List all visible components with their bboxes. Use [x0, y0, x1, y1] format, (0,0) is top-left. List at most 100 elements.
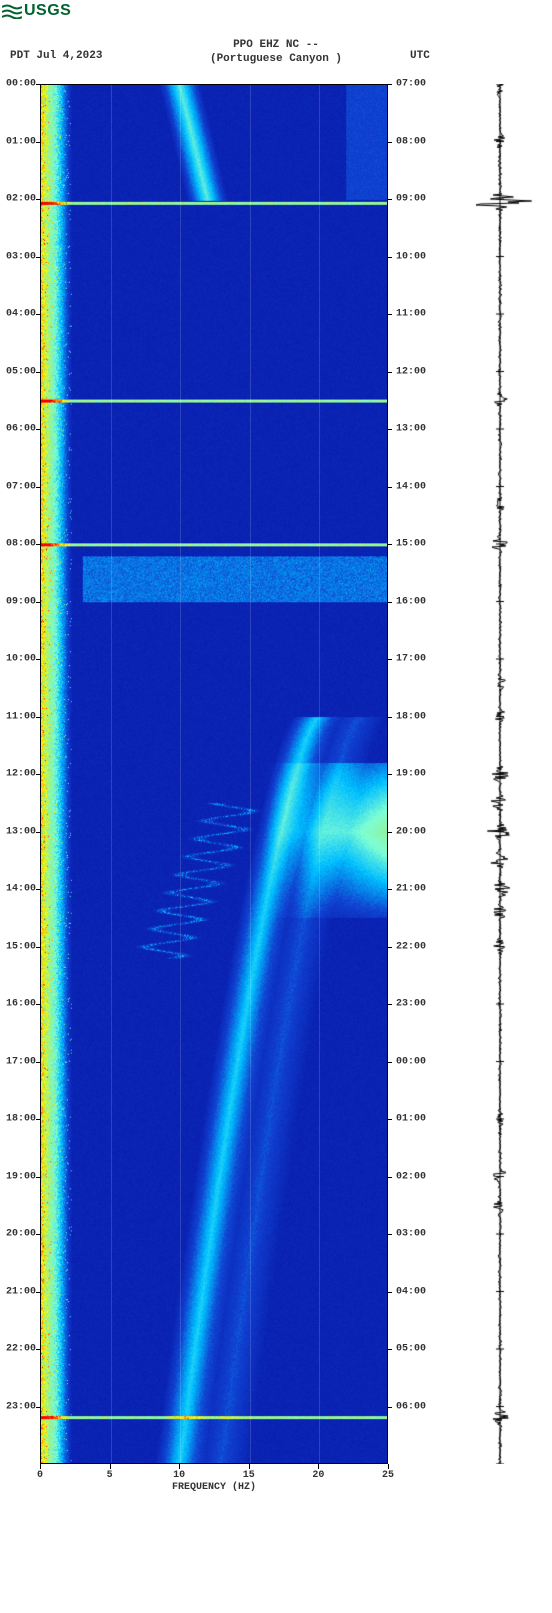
y-tick-right [388, 1177, 392, 1178]
x-tick [318, 1464, 319, 1469]
x-tick [179, 1464, 180, 1469]
y-tick-label-left: 18:00 [0, 1114, 36, 1125]
y-tick-label-right: 09:00 [396, 194, 432, 205]
y-tick-label-left: 21:00 [0, 1286, 36, 1297]
x-tick-label: 0 [37, 1470, 43, 1481]
y-tick-right [388, 602, 392, 603]
usgs-logo: USGS [2, 2, 71, 20]
x-tick-label: 20 [312, 1470, 324, 1481]
y-tick-right [388, 142, 392, 143]
y-tick-right [388, 1004, 392, 1005]
grid-line [180, 85, 181, 1463]
y-tick-label-right: 02:00 [396, 1171, 432, 1182]
x-tick [40, 1464, 41, 1469]
waveform-canvas [460, 84, 540, 1464]
waveform-panel [460, 84, 540, 1464]
y-tick-right [388, 372, 392, 373]
y-tick-right [388, 1349, 392, 1350]
y-tick-label-left: 00:00 [0, 79, 36, 90]
y-tick-label-left: 03:00 [0, 251, 36, 262]
y-tick-label-left: 04:00 [0, 309, 36, 320]
y-tick-left [36, 1062, 40, 1063]
y-tick-label-left: 14:00 [0, 884, 36, 895]
y-tick-left [36, 429, 40, 430]
y-tick-right [388, 832, 392, 833]
y-tick-left [36, 544, 40, 545]
y-tick-right [388, 1119, 392, 1120]
y-tick-left [36, 1119, 40, 1120]
logo-text: USGS [24, 2, 71, 20]
spectrogram-canvas [41, 85, 387, 1463]
y-tick-label-right: 20:00 [396, 826, 432, 837]
y-tick-label-left: 09:00 [0, 596, 36, 607]
y-tick-label-right: 00:00 [396, 1056, 432, 1067]
y-tick-right [388, 947, 392, 948]
y-tick-label-left: 12:00 [0, 769, 36, 780]
y-tick-label-right: 03:00 [396, 1229, 432, 1240]
y-tick-label-left: 01:00 [0, 136, 36, 147]
grid-line [111, 85, 112, 1463]
y-tick-label-left: 23:00 [0, 1401, 36, 1412]
y-tick-label-left: 16:00 [0, 999, 36, 1010]
x-tick [110, 1464, 111, 1469]
y-tick-left [36, 832, 40, 833]
y-tick-right [388, 659, 392, 660]
grid-line [250, 85, 251, 1463]
y-tick-label-left: 13:00 [0, 826, 36, 837]
y-tick-right [388, 429, 392, 430]
y-tick-label-right: 12:00 [396, 366, 432, 377]
y-tick-label-right: 01:00 [396, 1114, 432, 1125]
y-tick-label-left: 19:00 [0, 1171, 36, 1182]
y-tick-label-left: 07:00 [0, 481, 36, 492]
y-tick-label-right: 13:00 [396, 424, 432, 435]
y-tick-left [36, 314, 40, 315]
y-tick-right [388, 1292, 392, 1293]
y-tick-right [388, 257, 392, 258]
y-tick-left [36, 84, 40, 85]
y-tick-right [388, 199, 392, 200]
timezone-right-label: UTC [410, 50, 430, 62]
y-tick-left [36, 717, 40, 718]
y-tick-label-right: 07:00 [396, 79, 432, 90]
y-tick-left [36, 1234, 40, 1235]
y-tick-left [36, 602, 40, 603]
y-tick-left [36, 142, 40, 143]
y-tick-left [36, 889, 40, 890]
y-tick-label-right: 10:00 [396, 251, 432, 262]
y-tick-label-right: 18:00 [396, 711, 432, 722]
y-tick-label-right: 16:00 [396, 596, 432, 607]
timezone-left-label: PDT Jul 4,2023 [10, 50, 102, 62]
y-tick-label-right: 17:00 [396, 654, 432, 665]
y-tick-right [388, 889, 392, 890]
y-tick-label-left: 22:00 [0, 1344, 36, 1355]
y-tick-left [36, 1407, 40, 1408]
y-tick-label-right: 15:00 [396, 539, 432, 550]
y-tick-right [388, 487, 392, 488]
y-tick-left [36, 372, 40, 373]
y-tick-label-right: 23:00 [396, 999, 432, 1010]
y-tick-label-right: 21:00 [396, 884, 432, 895]
y-tick-label-right: 05:00 [396, 1344, 432, 1355]
wave-icon [2, 3, 22, 19]
y-tick-right [388, 1234, 392, 1235]
y-tick-right [388, 774, 392, 775]
y-tick-left [36, 659, 40, 660]
y-tick-label-left: 10:00 [0, 654, 36, 665]
y-tick-label-left: 17:00 [0, 1056, 36, 1067]
x-tick-label: 25 [382, 1470, 394, 1481]
y-tick-label-left: 05:00 [0, 366, 36, 377]
y-tick-left [36, 199, 40, 200]
y-tick-left [36, 947, 40, 948]
y-tick-label-left: 15:00 [0, 941, 36, 952]
y-tick-label-left: 06:00 [0, 424, 36, 435]
y-tick-label-left: 08:00 [0, 539, 36, 550]
y-tick-label-left: 02:00 [0, 194, 36, 205]
y-tick-right [388, 314, 392, 315]
y-tick-left [36, 257, 40, 258]
y-tick-right [388, 1407, 392, 1408]
x-tick-label: 5 [107, 1470, 113, 1481]
y-tick-left [36, 774, 40, 775]
x-tick [388, 1464, 389, 1469]
y-tick-label-right: 19:00 [396, 769, 432, 780]
y-tick-left [36, 1292, 40, 1293]
